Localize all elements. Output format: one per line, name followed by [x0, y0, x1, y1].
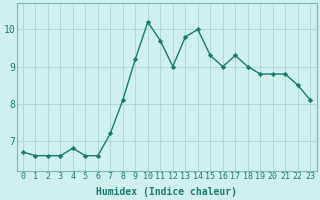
X-axis label: Humidex (Indice chaleur): Humidex (Indice chaleur) [96, 186, 237, 197]
